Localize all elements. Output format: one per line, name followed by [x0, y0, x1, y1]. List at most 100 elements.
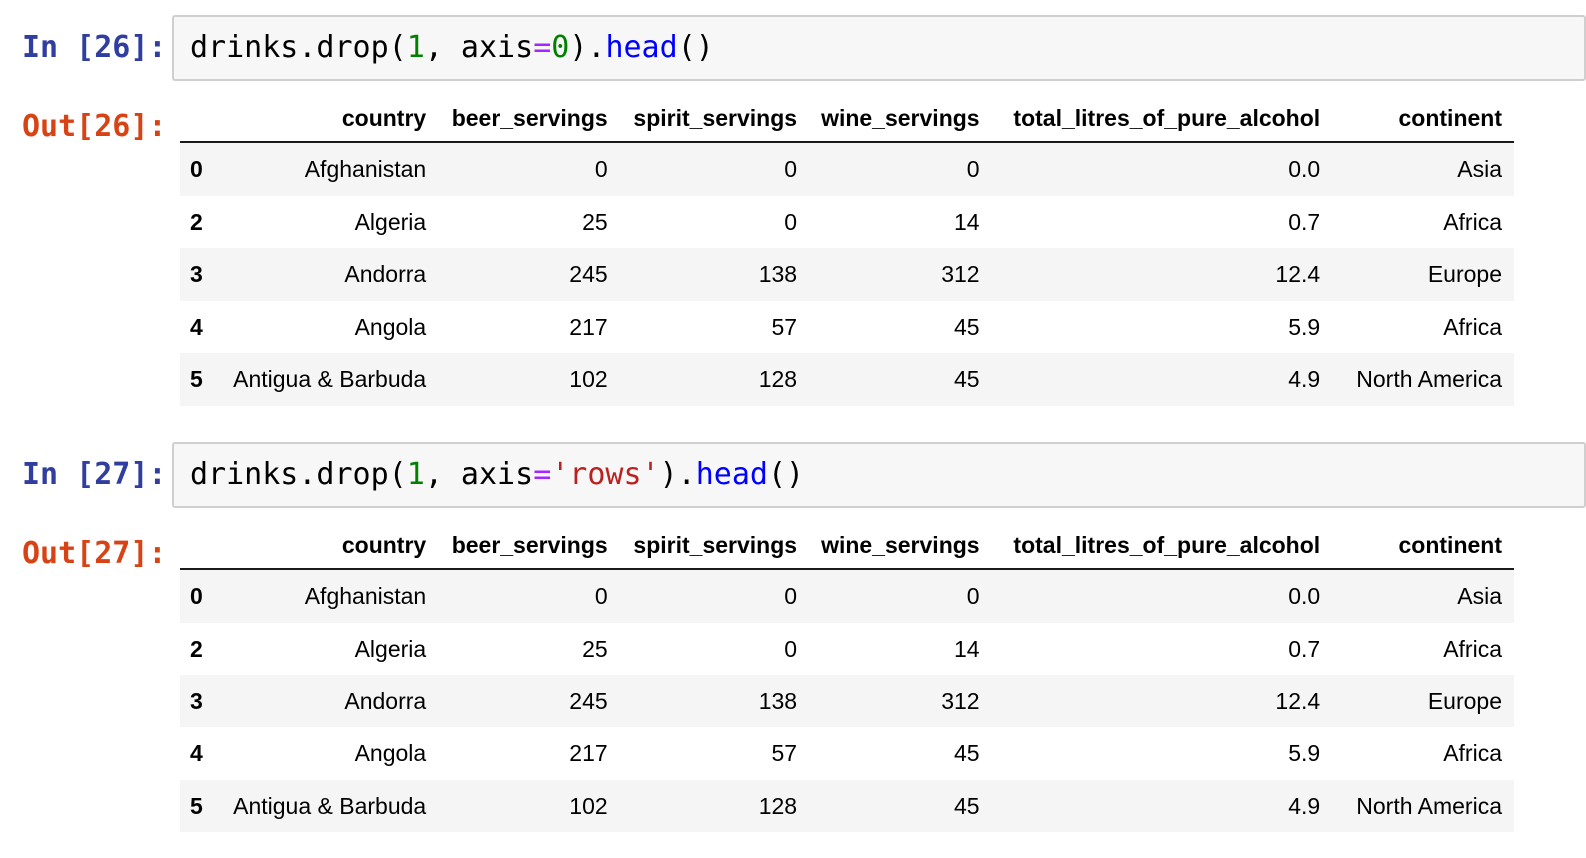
table-row: 3 Andorra 245 138 312 12.4 Europe	[180, 674, 1514, 728]
column-header: total_litres_of_pure_alcohol	[991, 97, 1333, 144]
code-line[interactable]: drinks.drop(1, axis=0).head()	[190, 30, 1568, 66]
code-token-function: head	[695, 456, 768, 492]
table-cell: 0.0	[1288, 583, 1321, 610]
code-token-plain: drinks.drop(	[190, 456, 407, 492]
table-cell: Antigua & Barbuda	[233, 792, 427, 819]
code-input[interactable]: drinks.drop(1, axis=0).head()	[172, 15, 1586, 81]
table-cell: Africa	[1443, 313, 1502, 340]
table-cell: North America	[1356, 366, 1502, 393]
table-cell: Andorra	[344, 261, 427, 288]
table-cell: Afghanistan	[304, 583, 427, 610]
table-cell: 14	[954, 635, 980, 662]
cell-input-area: In [26]: drinks.drop(1, axis=0).head()	[0, 15, 1586, 81]
input-prompt: In [26]:	[22, 30, 167, 65]
code-token-plain: ()	[768, 456, 805, 492]
output-prompt: Out[27]:	[22, 535, 167, 571]
table-cell: Angola	[354, 740, 427, 767]
table-cell: 312	[941, 261, 980, 288]
table-cell: 45	[954, 792, 980, 819]
table-cell: 0	[966, 583, 980, 610]
column-header: beer_servings	[438, 523, 620, 571]
table-row: 5 Antigua & Barbuda 102 128 45 4.9 North Ameri…	[180, 353, 1514, 406]
table-cell: 0.0	[1288, 156, 1321, 183]
table-cell: Andorra	[344, 687, 427, 714]
row-index: 2	[190, 208, 203, 235]
code-token-plain: ()	[677, 30, 714, 65]
code-token-plain: , axis	[424, 456, 534, 492]
code-input[interactable]: drinks.drop(1, axis='rows').head()	[172, 441, 1586, 508]
index-header	[180, 97, 222, 144]
table-cell: 45	[954, 740, 980, 767]
code-token-plain: ).	[569, 30, 606, 65]
table-cell: 12.4	[1275, 687, 1321, 714]
column-header: spirit_servings	[619, 523, 810, 571]
table-cell: 25	[582, 635, 608, 662]
table-cell: 0	[594, 156, 608, 183]
table-cell: Africa	[1443, 740, 1502, 767]
table-row: 3 Andorra 245 138 312 12.4 Europe	[180, 248, 1514, 301]
table-row: 5 Antigua & Barbuda 102 128 45 4.9 North Ameri…	[180, 779, 1514, 833]
table-cell: 245	[569, 687, 608, 714]
row-index: 3	[190, 687, 203, 714]
table-cell: 0.7	[1288, 635, 1321, 662]
code-token-plain: ).	[659, 456, 696, 492]
header-row: country beer_servings spirit_servings wine_…	[180, 523, 1514, 571]
column-header: country	[221, 523, 439, 571]
table-cell: 5.9	[1288, 740, 1321, 767]
table-cell: 12.4	[1275, 261, 1321, 288]
column-header: wine_servings	[809, 97, 992, 144]
table-cell: Asia	[1457, 156, 1502, 183]
row-index: 3	[190, 261, 203, 288]
column-header: continent	[1332, 523, 1514, 571]
table-cell: 312	[941, 687, 980, 714]
row-index: 4	[190, 740, 203, 767]
table-cell: 14	[954, 208, 980, 235]
code-token-number: 1	[406, 30, 425, 65]
table-cell: 45	[954, 366, 980, 393]
column-header: total_litres_of_pure_alcohol	[991, 523, 1333, 571]
output-dataframe: country beer_servings spirit_servings wine_…	[180, 97, 1514, 406]
table-cell: 138	[758, 687, 798, 714]
table-cell: 102	[569, 792, 608, 819]
output-box: country beer_servings spirit_servings wine_…	[180, 523, 1586, 833]
table-cell: 0	[784, 635, 798, 662]
table-cell: 0	[784, 156, 798, 183]
cell-output-area: Out[27]: country beer_servings spirit_serv…	[0, 523, 1586, 833]
column-header: wine_servings	[809, 523, 992, 571]
table-cell: 57	[771, 313, 798, 340]
table-cell: 57	[771, 740, 798, 767]
code-line[interactable]: drinks.drop(1, axis='rows').head()	[190, 457, 1568, 493]
code-token-operator: =	[533, 30, 552, 65]
code-token-function: head	[605, 30, 678, 65]
code-token-string: 'rows'	[551, 456, 660, 492]
column-header: country	[221, 97, 439, 144]
code-token-plain: , axis	[424, 30, 534, 65]
cell-output-area: Out[26]: country beer_servings spirit_serv…	[0, 97, 1586, 406]
table-cell: Afghanistan	[304, 156, 427, 183]
code-token-number: 0	[551, 30, 570, 65]
column-header: beer_servings	[438, 97, 620, 144]
column-header: spirit_servings	[619, 97, 810, 144]
table-cell: 245	[569, 261, 608, 288]
table-cell: 25	[582, 208, 608, 235]
table-cell: 128	[758, 792, 798, 819]
table-cell: 45	[954, 313, 980, 340]
table-cell: Algeria	[354, 635, 427, 662]
table-cell: 0	[784, 208, 798, 235]
table-cell: Angola	[354, 313, 427, 340]
table-cell: 0.7	[1288, 208, 1321, 235]
table-cell: 138	[758, 261, 798, 288]
table-cell: 217	[569, 740, 608, 767]
index-header	[180, 523, 222, 571]
table-cell: Africa	[1443, 208, 1502, 235]
table-cell: 0	[784, 583, 798, 610]
column-header: continent	[1332, 97, 1514, 144]
table-cell: North America	[1356, 792, 1502, 819]
table-cell: 4.9	[1288, 366, 1321, 393]
table-row: 0 Afghanistan 0 0 0 0.0 Asia	[180, 569, 1514, 623]
table-row: 4 Angola 217 57 45 5.9 Africa	[180, 727, 1514, 779]
table-cell: Europe	[1427, 687, 1502, 714]
table-cell: Antigua & Barbuda	[233, 366, 427, 393]
output-box: country beer_servings spirit_servings wine_…	[180, 97, 1586, 406]
table-row: 4 Angola 217 57 45 5.9 Africa	[180, 301, 1514, 353]
